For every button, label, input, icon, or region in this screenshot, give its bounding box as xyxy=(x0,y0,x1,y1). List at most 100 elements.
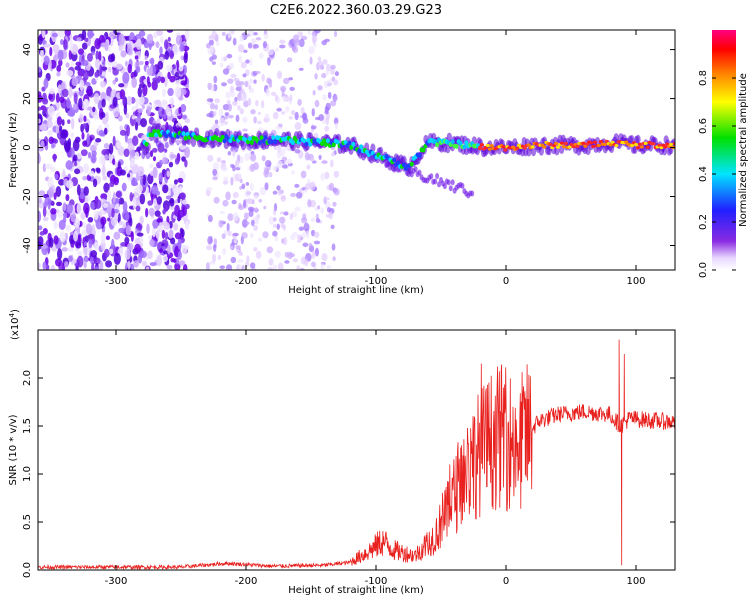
spectrogram-cell xyxy=(227,30,232,39)
ridge-core xyxy=(462,144,467,150)
spectrogram-cell xyxy=(48,88,55,95)
ridge-core xyxy=(150,132,155,138)
spectrogram-cell xyxy=(230,30,235,35)
spectrogram-cell xyxy=(235,159,240,167)
ridge-core xyxy=(645,145,650,149)
spectrogram-cell xyxy=(147,250,153,260)
spectrogram-cell xyxy=(86,133,90,145)
spectrogram-cell xyxy=(321,253,328,262)
spectrogram-cell xyxy=(121,182,127,192)
ridge-core xyxy=(571,145,576,149)
spectrogram-cell xyxy=(53,235,59,245)
spectrogram-cell xyxy=(240,61,247,69)
spectrogram-cell xyxy=(332,201,337,207)
colorbar-tick-label: 0.8 xyxy=(698,70,709,86)
spectrogram-cell xyxy=(145,207,149,218)
spectrogram-cell xyxy=(282,95,286,102)
spectrogram-cell xyxy=(65,194,70,202)
spectrogram-cell xyxy=(110,216,118,227)
spectrogram-cell xyxy=(324,171,330,180)
spectrogram-cell xyxy=(153,198,157,207)
spectrogram-cell xyxy=(116,63,123,70)
spectrogram-cell xyxy=(138,83,146,88)
spectrogram-cell xyxy=(273,223,277,228)
snr-line-layer xyxy=(38,339,675,570)
snr-ytick-label: 0.0 xyxy=(22,562,33,578)
spectrogram-cell xyxy=(112,158,116,166)
spectrogram-cell xyxy=(328,211,334,220)
spectrogram-cell xyxy=(143,41,150,49)
spectrogram-cell xyxy=(288,116,293,120)
ridge-core xyxy=(556,145,560,149)
ridge-core xyxy=(589,141,594,145)
spectrogram-cell xyxy=(320,172,325,181)
spectrogram-cell xyxy=(169,97,174,104)
spectrogram-cell xyxy=(114,77,119,83)
spectrogram-cell xyxy=(82,246,90,257)
spectrogram-cell xyxy=(164,205,169,212)
spectrogram-cell xyxy=(40,140,45,151)
spectrogram-cell xyxy=(184,159,188,168)
spectrogram-cell xyxy=(70,132,75,138)
spectrogram-cell xyxy=(135,200,140,207)
ridge-core xyxy=(306,137,311,143)
spectrogram-cell xyxy=(146,105,152,117)
spectrogram-cell xyxy=(153,99,161,105)
spectrogram-cell xyxy=(259,186,266,196)
spectrogram-cell xyxy=(108,152,113,163)
spectrogram-cell xyxy=(294,111,299,121)
spectrogram-cell xyxy=(162,208,166,215)
spectrogram-cell xyxy=(307,30,312,36)
spectrogram-cell xyxy=(218,117,226,127)
spectrogram-cell xyxy=(283,236,288,246)
spectrogram-cell xyxy=(219,265,225,270)
ridge-branch xyxy=(448,185,453,192)
spectrogram-cell xyxy=(328,182,335,191)
spectrogram-cell xyxy=(175,257,180,265)
spectrogram-cell xyxy=(261,155,266,162)
spectrogram-cell xyxy=(38,190,46,197)
spectrogram-cell xyxy=(66,70,74,77)
ridge-core xyxy=(154,132,159,138)
spectrogram-cell xyxy=(268,78,273,85)
spectrogram-cell xyxy=(241,183,246,190)
spectrogram-cell xyxy=(149,65,153,77)
spectrogram-cell xyxy=(119,129,127,136)
spectrogram-cell xyxy=(71,77,79,87)
ridge-core xyxy=(401,162,406,168)
spectrogram-cell xyxy=(243,199,247,209)
spectrogram-cell xyxy=(149,238,155,247)
spectrogram-cell xyxy=(138,96,145,105)
spectrogram-cell xyxy=(229,245,234,250)
spectrogram-cell xyxy=(232,100,238,107)
ridge-branch xyxy=(470,190,475,197)
spectrogram-cell xyxy=(166,264,173,270)
spectrogram-cell xyxy=(146,76,150,85)
spectrogram-cell xyxy=(253,194,259,200)
spectrogram-cell xyxy=(244,152,250,161)
spectrogram-cell xyxy=(264,160,272,168)
spectrogram-cell xyxy=(55,92,60,103)
spectrogram-cell xyxy=(87,151,92,159)
ridge-core xyxy=(542,145,547,149)
snr-axes-frame xyxy=(37,329,676,571)
spectrogram-cell xyxy=(239,108,245,115)
spectrogram-cell xyxy=(155,229,160,239)
spectrogram-cell xyxy=(63,38,68,50)
ridge-halo xyxy=(446,132,452,142)
spectrogram-cell xyxy=(95,138,102,143)
spectrogram-cell xyxy=(259,52,264,59)
spectrogram-cell xyxy=(100,216,107,226)
spectrogram-cell xyxy=(42,40,47,45)
spectrogram-cell xyxy=(320,263,325,270)
spectrogram-cell xyxy=(56,71,61,77)
spectrogram-cell xyxy=(311,108,315,117)
spectrogram-cell xyxy=(42,106,48,113)
spectrogram-cell xyxy=(209,103,216,110)
spectrogram-cell xyxy=(109,248,114,255)
spectrogram-cell xyxy=(315,247,319,257)
spectrogram-cell xyxy=(174,157,180,165)
spectrogram-cell xyxy=(311,251,316,259)
ridge-core xyxy=(639,145,644,149)
spectrogram-cell xyxy=(292,231,298,237)
